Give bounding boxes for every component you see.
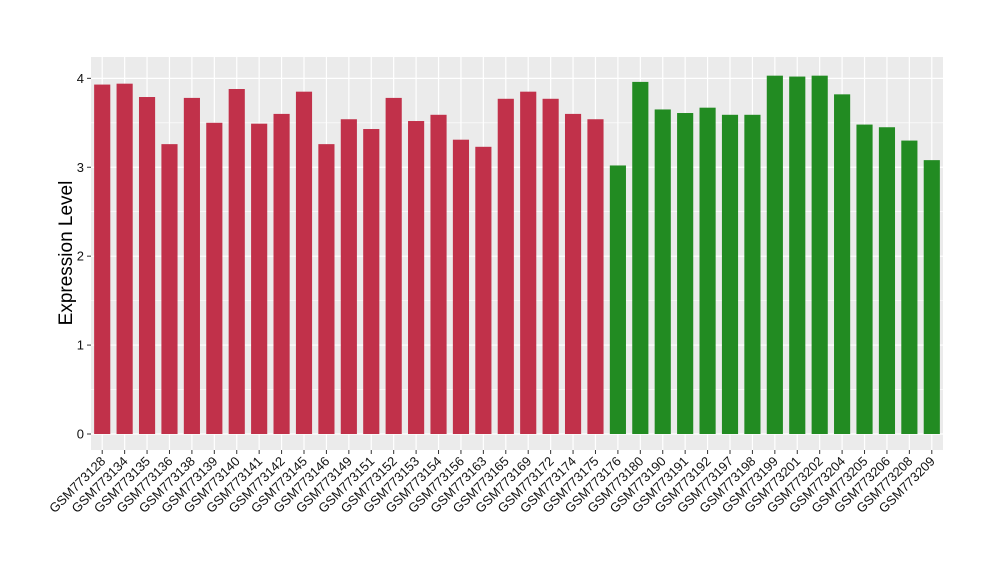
bar-gsm773180 <box>632 81 649 434</box>
y-tick-label: 2 <box>77 249 84 264</box>
bar-gsm773204 <box>834 94 851 434</box>
bar-gsm773209 <box>923 160 940 434</box>
bar-gsm773201 <box>789 76 806 434</box>
y-tick-label: 4 <box>77 71 84 86</box>
bars <box>94 75 940 434</box>
y-axis: 0 1 2 3 4 <box>77 71 91 441</box>
bar-gsm773145 <box>295 91 313 434</box>
bar-gsm773176 <box>609 165 626 434</box>
bar-gsm773156 <box>452 139 470 434</box>
bar-gsm773206 <box>878 127 896 434</box>
bar-gsm773141 <box>251 123 268 434</box>
bar-gsm773135 <box>138 97 156 434</box>
bar-gsm773174 <box>564 113 582 434</box>
bar-gsm773140 <box>228 89 245 434</box>
bar-gsm773197 <box>721 114 739 434</box>
bar-gsm773165 <box>497 98 514 434</box>
bar-gsm773142 <box>273 113 290 434</box>
x-axis: GSM773128GSM773134GSM773135GSM773136GSM7… <box>46 450 938 516</box>
y-tick-label: 3 <box>77 160 84 175</box>
bar-gsm773151 <box>363 129 380 434</box>
bar-gsm773198 <box>744 114 761 434</box>
bar-gsm773172 <box>542 98 559 434</box>
bar-gsm773163 <box>475 146 492 434</box>
bar-gsm773190 <box>654 109 671 434</box>
bar-gsm773208 <box>901 140 918 434</box>
bar-gsm773146 <box>318 144 335 434</box>
bar-gsm773128 <box>94 84 111 434</box>
bar-gsm773175 <box>587 119 604 434</box>
bar-gsm773139 <box>206 122 223 434</box>
bar-gsm773202 <box>811 75 828 434</box>
bar-gsm773134 <box>116 83 133 434</box>
bar-gsm773154 <box>430 114 447 434</box>
y-axis-title: Expression Level <box>56 181 77 326</box>
bar-gsm773205 <box>856 124 873 434</box>
bar-gsm773152 <box>385 97 402 434</box>
bar-gsm773138 <box>183 97 200 434</box>
y-tick-label: 1 <box>77 338 84 353</box>
bar-gsm773136 <box>161 144 178 434</box>
bar-gsm773192 <box>699 107 716 434</box>
bar-gsm773191 <box>677 113 694 434</box>
bar-gsm773169 <box>520 91 537 434</box>
bar-gsm773153 <box>408 121 425 434</box>
y-tick-label: 0 <box>77 426 84 441</box>
bar-gsm773199 <box>766 75 783 434</box>
bar-gsm773149 <box>340 119 357 434</box>
